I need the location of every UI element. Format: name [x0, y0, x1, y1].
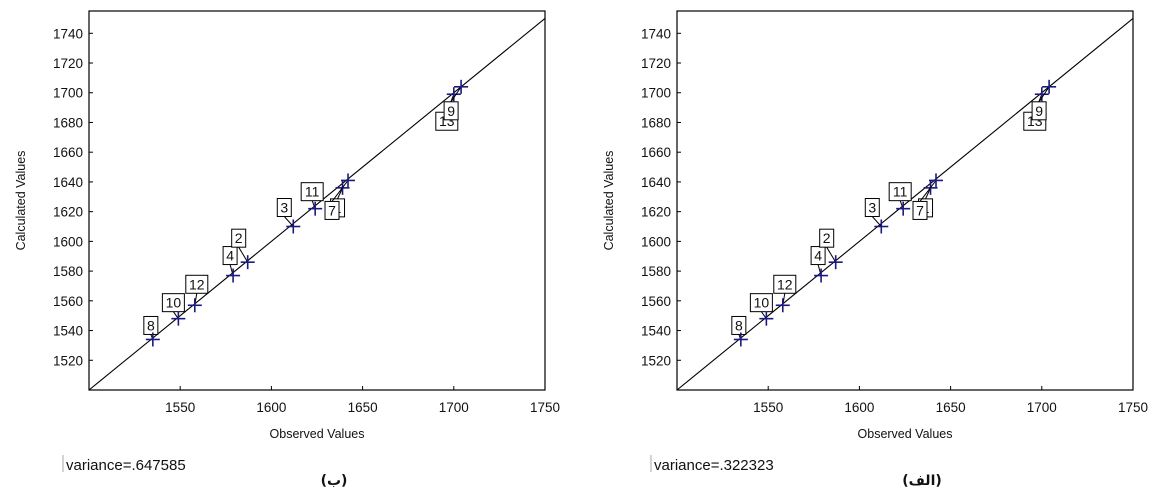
- y-tick-label: 1740: [641, 26, 671, 41]
- y-tick-label: 1640: [641, 175, 671, 190]
- x-tick-label: 1600: [844, 400, 874, 415]
- label-leader-line: [450, 86, 462, 103]
- point-label-box: [300, 182, 324, 202]
- label-leader-line: [826, 246, 837, 263]
- point-label-box: [185, 274, 209, 294]
- point-label-box: [864, 198, 880, 218]
- y-tick-label: 1620: [53, 205, 83, 220]
- point-label-box: [731, 315, 747, 335]
- point-label-box: [443, 101, 459, 121]
- y-tick-label: 1580: [53, 264, 83, 279]
- y-tick-label: 1540: [53, 324, 83, 339]
- panel-label: (ب): [321, 473, 348, 489]
- x-tick-label: 1550: [165, 400, 195, 415]
- y-tick-label: 1600: [53, 234, 83, 249]
- label-leader-line: [172, 311, 179, 319]
- x-tick-label: 1600: [256, 400, 286, 415]
- label-leader-line: [1038, 86, 1050, 103]
- variance-label: variance=.322323: [654, 457, 774, 474]
- reference-line: [88, 18, 546, 391]
- y-tick-label: 1620: [641, 205, 671, 220]
- x-tick-label: 1750: [1118, 400, 1148, 415]
- point-label-box: [888, 182, 912, 202]
- label-leader-line: [331, 180, 349, 202]
- plot-frame: [676, 10, 1134, 391]
- x-axis-title: Observed Values: [270, 427, 365, 441]
- reference-line: [676, 18, 1134, 391]
- y-tick-label: 1680: [53, 115, 83, 130]
- x-tick-label: 1550: [753, 400, 783, 415]
- point-label: 11: [305, 184, 320, 200]
- scatter-chart-alef: 1520 1540 1560 1580 1600 1620 1640 1660 1680 1700…: [602, 10, 1148, 489]
- x-tick-label: 1750: [530, 400, 560, 415]
- x-tick-label: 1650: [348, 400, 378, 415]
- point-label: 10: [754, 295, 770, 311]
- point-label: 3: [280, 200, 288, 216]
- point-label: 4: [226, 248, 234, 264]
- y-tick-label: 1520: [641, 353, 671, 368]
- label-leader-line: [337, 187, 343, 200]
- point-label-box: [810, 246, 826, 266]
- point-label-box: [773, 274, 797, 294]
- y-tick-label: 1600: [641, 234, 671, 249]
- x-tick-label: 1700: [439, 400, 469, 415]
- point-label: 3: [868, 200, 876, 216]
- y-tick-label: 1640: [53, 175, 83, 190]
- plot-frame: [88, 10, 546, 391]
- point-label: 4: [814, 248, 822, 264]
- point-label-box: [143, 315, 159, 335]
- y-tick-label: 1680: [641, 115, 671, 130]
- label-leader-line: [283, 216, 294, 227]
- point-label: 8: [147, 317, 155, 333]
- point-label: 12: [189, 276, 205, 292]
- point-label-box: [912, 200, 928, 220]
- point-label: 2: [823, 230, 831, 246]
- point-label-box: [1031, 101, 1047, 121]
- panel-label: (الف): [902, 473, 942, 489]
- point-label: 9: [447, 103, 455, 119]
- label-leader-line: [925, 187, 931, 200]
- y-tick-label: 1660: [53, 145, 83, 160]
- label-leader-line: [871, 216, 882, 227]
- point-label: 12: [777, 276, 793, 292]
- y-tick-label: 1660: [641, 145, 671, 160]
- y-axis-title: Calculated Values: [14, 151, 28, 251]
- y-axis-title: Calculated Values: [602, 151, 616, 251]
- point-label-box: [231, 228, 247, 248]
- x-axis-title: Observed Values: [858, 427, 953, 441]
- y-tick-label: 1720: [53, 56, 83, 71]
- y-tick-label: 1560: [53, 294, 83, 309]
- x-tick-label: 1700: [1027, 400, 1057, 415]
- point-label-box: [222, 246, 238, 266]
- point-label: 10: [166, 295, 182, 311]
- point-label: 8: [735, 317, 743, 333]
- point-label-box: [749, 293, 773, 313]
- label-leader-line: [760, 311, 767, 319]
- y-tick-label: 1540: [641, 324, 671, 339]
- y-tick-label: 1560: [641, 294, 671, 309]
- y-tick-label: 1700: [641, 86, 671, 101]
- point-label: 7: [328, 202, 336, 218]
- point-label: 11: [893, 184, 908, 200]
- label-leader-line: [238, 246, 249, 263]
- point-label: 9: [1035, 103, 1043, 119]
- y-tick-label: 1720: [641, 56, 671, 71]
- scatter-chart-b: 1520 1540 1560 1580 1600 1620 1640 1660 1680 1700…: [14, 10, 560, 489]
- point-label-box: [276, 198, 292, 218]
- y-tick-label: 1740: [53, 26, 83, 41]
- x-tick-label: 1650: [936, 400, 966, 415]
- point-label: 7: [916, 202, 924, 218]
- point-label-box: [819, 228, 835, 248]
- y-tick-label: 1520: [53, 353, 83, 368]
- y-tick-label: 1700: [53, 86, 83, 101]
- point-label-box: [324, 200, 340, 220]
- label-leader-line: [919, 180, 937, 202]
- variance-label: variance=.647585: [66, 457, 186, 474]
- y-tick-label: 1580: [641, 264, 671, 279]
- point-label: 2: [235, 230, 243, 246]
- point-label-box: [161, 293, 185, 313]
